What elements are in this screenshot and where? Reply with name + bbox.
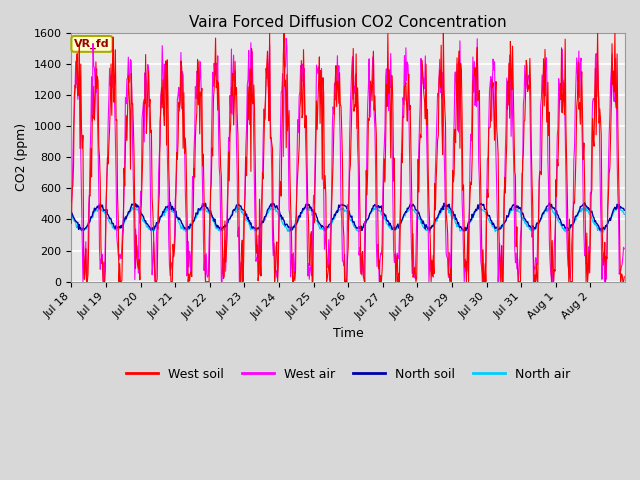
Y-axis label: CO2 (ppm): CO2 (ppm): [15, 123, 28, 191]
Title: Vaira Forced Diffusion CO2 Concentration: Vaira Forced Diffusion CO2 Concentration: [189, 15, 507, 30]
Text: VR_fd: VR_fd: [74, 39, 110, 49]
Legend: West soil, West air, North soil, North air: West soil, West air, North soil, North a…: [122, 363, 575, 385]
X-axis label: Time: Time: [333, 327, 364, 340]
